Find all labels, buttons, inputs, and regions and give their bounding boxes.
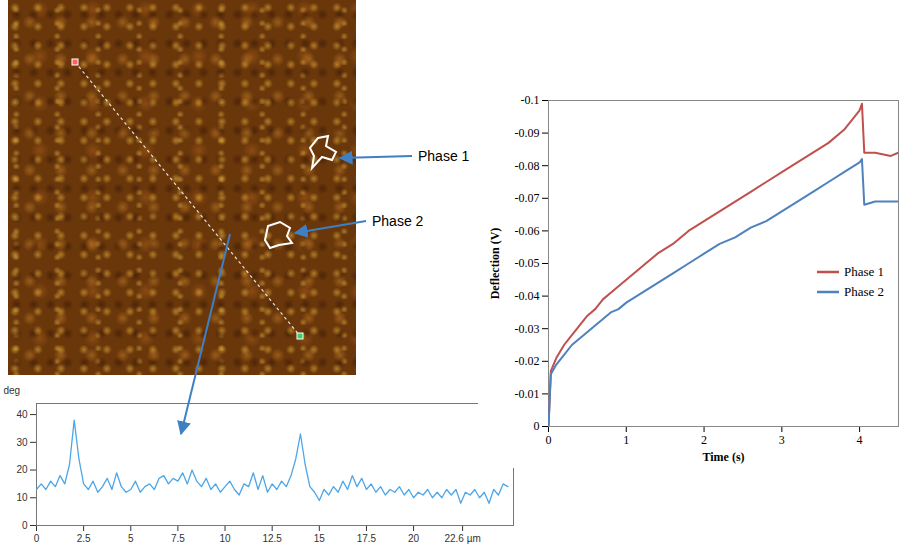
svg-text:Phase 1: Phase 1 (418, 148, 470, 164)
svg-text:30: 30 (16, 437, 28, 448)
svg-text:0: 0 (34, 533, 40, 544)
svg-text:0: 0 (546, 433, 552, 447)
svg-text:12.5: 12.5 (262, 533, 282, 544)
svg-text:-0.05: -0.05 (515, 256, 540, 270)
svg-text:-0.1: -0.1 (521, 93, 540, 107)
svg-text:10: 10 (16, 492, 28, 503)
svg-text:20: 20 (408, 533, 420, 544)
svg-text:40: 40 (16, 409, 28, 420)
svg-text:-0.01: -0.01 (515, 387, 540, 401)
svg-text:20: 20 (16, 464, 28, 475)
svg-text:deg: deg (4, 385, 21, 396)
svg-text:3: 3 (779, 433, 785, 447)
svg-text:-0.08: -0.08 (515, 159, 540, 173)
svg-text:5: 5 (128, 533, 134, 544)
svg-text:7.5: 7.5 (171, 533, 185, 544)
svg-text:10: 10 (219, 533, 231, 544)
svg-text:2: 2 (701, 433, 707, 447)
svg-text:Deflection (V): Deflection (V) (488, 228, 502, 300)
svg-text:0: 0 (534, 419, 540, 433)
svg-text:4: 4 (857, 433, 863, 447)
html-text:Phase 2: Phase 2 (844, 284, 885, 299)
svg-text:1: 1 (623, 433, 629, 447)
svg-text:17.5: 17.5 (357, 533, 377, 544)
svg-text:2.5: 2.5 (77, 533, 91, 544)
svg-text:-0.06: -0.06 (515, 224, 540, 238)
svg-text:-0.07: -0.07 (515, 191, 540, 205)
svg-text:15: 15 (314, 533, 326, 544)
svg-text:Phase 2: Phase 2 (372, 213, 424, 229)
svg-text:-0.03: -0.03 (515, 322, 540, 336)
svg-text:-0.09: -0.09 (515, 126, 540, 140)
svg-text:22.6 µm: 22.6 µm (444, 533, 480, 544)
svg-text:-0.02: -0.02 (515, 354, 540, 368)
svg-text:0: 0 (22, 520, 28, 531)
svg-text:-0.04: -0.04 (515, 289, 540, 303)
svg-text:Time (s): Time (s) (702, 450, 744, 464)
html-text:Phase 1: Phase 1 (844, 264, 885, 279)
